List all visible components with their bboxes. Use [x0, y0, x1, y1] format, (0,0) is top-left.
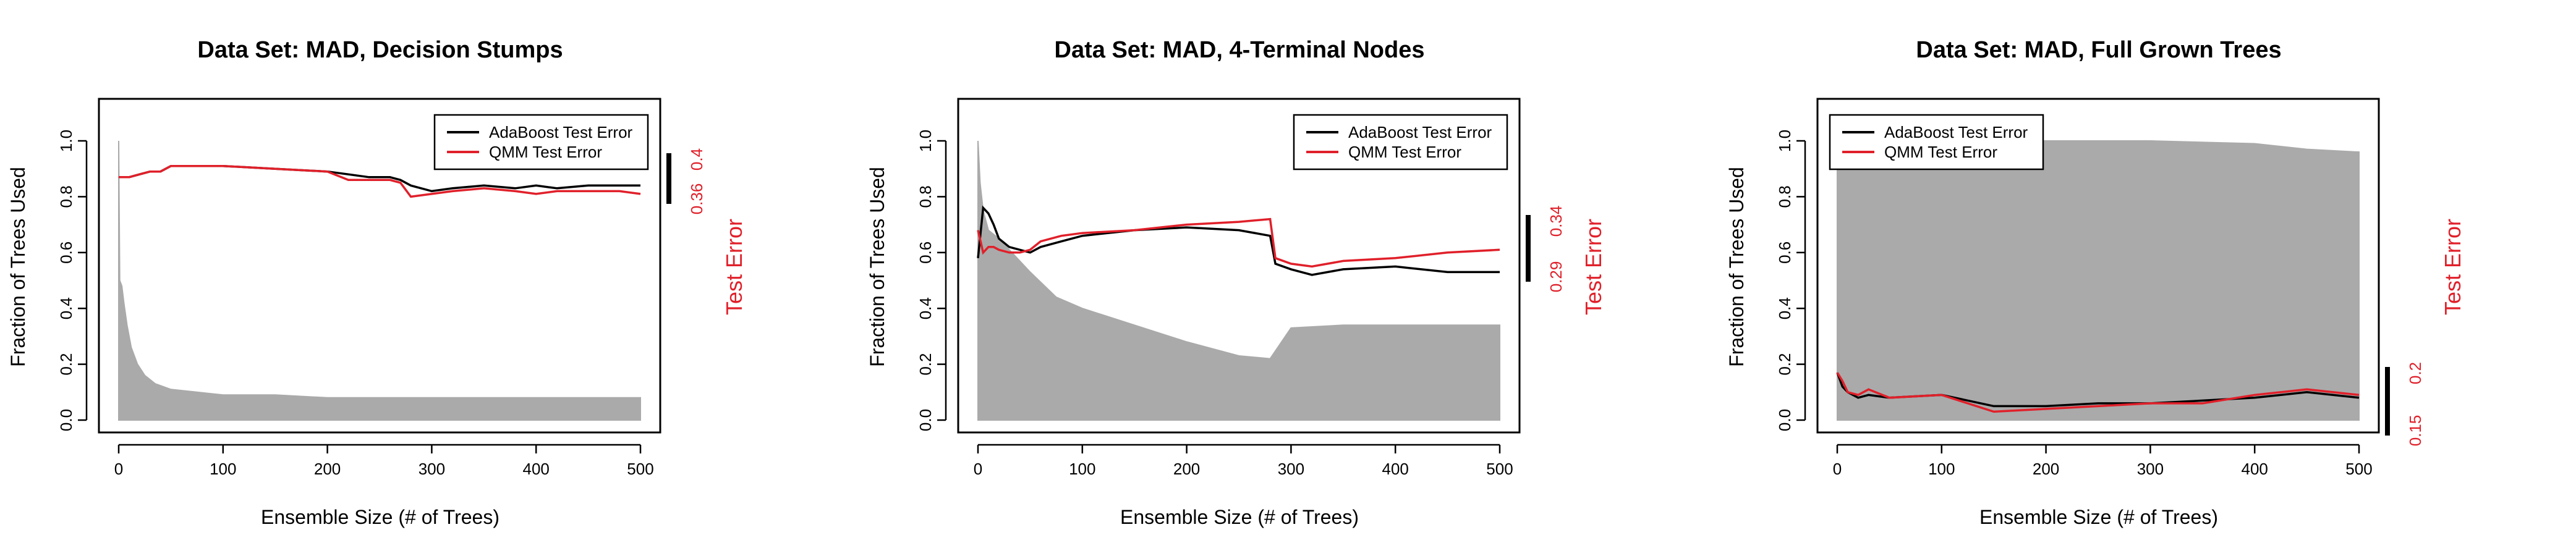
- y-axis-label: Fraction of Trees Used: [7, 167, 29, 367]
- chart-panel-full-grown-trees: Data Set: MAD, Full Grown Trees Ensemble…: [1725, 37, 2465, 528]
- x-tick-label: 400: [2242, 460, 2268, 478]
- chart-title: Data Set: MAD, 4-Terminal Nodes: [1055, 37, 1425, 63]
- x-tick-label: 300: [2137, 460, 2164, 478]
- legend-box: [433, 114, 649, 171]
- qmm-test-error-line: [977, 217, 1500, 268]
- y2-axis-label: Test Error: [2440, 219, 2465, 315]
- y-tick-label: 0.4: [1775, 297, 1794, 319]
- y2-axis-label: Test Error: [721, 219, 747, 315]
- y-tick-label: 0.0: [1775, 409, 1794, 431]
- legend: AdaBoost Test Error QMM Test Error: [1293, 114, 1508, 171]
- y2-axis-bar: [666, 153, 671, 204]
- y2-tick-label: 0.34: [1547, 206, 1565, 237]
- y2-tick-label: 0.2: [2406, 362, 2425, 384]
- y-tick-label: 1.0: [916, 130, 935, 152]
- legend-box: [1829, 114, 2044, 171]
- legend-label: QMM Test Error: [1348, 143, 1461, 161]
- test-error-lines: [977, 205, 1500, 276]
- y-tick-label: 1.0: [1775, 130, 1794, 152]
- axes: 0 100 200 300 400 500 0.0 0.2 0.4 0.6 0.8 1.0 0.15 0.…: [1775, 98, 2425, 478]
- y-tick-label: 0.6: [57, 242, 75, 264]
- fraction-trees-area: [977, 140, 1500, 421]
- x-axis-label: Ensemble Size (# of Trees): [261, 506, 499, 528]
- y2-axis-bar: [2385, 367, 2390, 436]
- fraction-trees-used-area: [118, 140, 641, 421]
- chart-title: Data Set: MAD, Full Grown Trees: [1916, 37, 2281, 63]
- chart-panel-4-terminal-nodes: Data Set: MAD, 4-Terminal Nodes Ensemble…: [866, 37, 1606, 528]
- x-tick-label: 0: [114, 460, 123, 478]
- x-axis-label: Ensemble Size (# of Trees): [1120, 506, 1359, 528]
- x-tick-label: 400: [1382, 460, 1409, 478]
- legend-box: [1293, 114, 1508, 171]
- x-tick-label: 200: [1173, 460, 1200, 478]
- chart-panel-decision-stumps: Data Set: MAD, Decision Stumps Ensemble …: [7, 37, 747, 528]
- y-tick-label: 0.4: [57, 297, 75, 319]
- x-tick-label: 300: [419, 460, 445, 478]
- test-error-lines: [119, 164, 641, 198]
- axes: 0 100 200 300 400 500 0.0 0.2 0.4 0.6 0.8 1.0 0.36 0.…: [57, 98, 706, 478]
- plot-frame: [957, 98, 1521, 434]
- y-tick-label: 0.2: [916, 353, 935, 376]
- fraction-trees-area: [118, 140, 641, 421]
- y2-tick-label: 0.36: [687, 183, 706, 215]
- y-tick-label: 0.8: [916, 185, 935, 208]
- y2-axis-bar: [1526, 215, 1531, 282]
- x-tick-label: 100: [1069, 460, 1095, 478]
- x-tick-label: 100: [1928, 460, 1955, 478]
- legend-label: AdaBoost Test Error: [1884, 123, 2028, 141]
- x-tick-label: 0: [974, 460, 982, 478]
- qmm-test-error-line: [119, 164, 641, 198]
- x-tick-label: 100: [210, 460, 236, 478]
- legend-label: AdaBoost Test Error: [489, 123, 633, 141]
- y-tick-label: 1.0: [57, 130, 75, 152]
- y-axis-label: Fraction of Trees Used: [866, 167, 888, 367]
- y-tick-label: 0.6: [916, 242, 935, 264]
- x-tick-label: 0: [1833, 460, 1842, 478]
- test-error-lines: [1836, 372, 2360, 413]
- plot-frame: [1816, 98, 2380, 434]
- x-tick-label: 300: [1278, 460, 1304, 478]
- y-tick-label: 0.8: [1775, 185, 1794, 208]
- legend-label: QMM Test Error: [1884, 143, 1997, 161]
- x-tick-label: 200: [2033, 460, 2059, 478]
- legend: AdaBoost Test Error QMM Test Error: [433, 114, 649, 171]
- y2-tick-label: 0.4: [687, 148, 706, 171]
- y-tick-label: 0.8: [57, 185, 75, 208]
- x-tick-label: 500: [2345, 460, 2372, 478]
- fraction-trees-area: [1837, 140, 2360, 421]
- y-tick-label: 0.0: [916, 409, 935, 431]
- legend: AdaBoost Test Error QMM Test Error: [1829, 114, 2044, 171]
- chart-title: Data Set: MAD, Decision Stumps: [197, 37, 563, 63]
- y2-tick-label: 0.15: [2406, 415, 2425, 447]
- y-tick-label: 0.2: [57, 353, 75, 376]
- fraction-trees-used-area: [977, 140, 1500, 421]
- adaboost-test-error-line: [977, 205, 1500, 276]
- qmm-test-error-line: [1836, 372, 2360, 413]
- x-tick-label: 200: [314, 460, 341, 478]
- x-tick-label: 500: [627, 460, 653, 478]
- fraction-trees-used-area: [1837, 140, 2360, 421]
- y-tick-label: 0.0: [57, 409, 75, 431]
- y-tick-label: 0.6: [1775, 242, 1794, 264]
- plot-frame: [98, 98, 661, 434]
- axes: 0 100 200 300 400 500 0.0 0.2 0.4 0.6 0.8 1.0 0.29 0.…: [916, 98, 1565, 478]
- y-axis-label: Fraction of Trees Used: [1725, 167, 1748, 367]
- y2-tick-label: 0.29: [1547, 261, 1565, 293]
- legend-label: QMM Test Error: [489, 143, 602, 161]
- legend-label: AdaBoost Test Error: [1348, 123, 1492, 141]
- x-tick-label: 400: [523, 460, 550, 478]
- y2-axis-label: Test Error: [1581, 219, 1606, 315]
- x-tick-label: 500: [1486, 460, 1513, 478]
- x-axis-label: Ensemble Size (# of Trees): [1979, 506, 2218, 528]
- y-tick-label: 0.4: [916, 297, 935, 319]
- y-tick-label: 0.2: [1775, 353, 1794, 376]
